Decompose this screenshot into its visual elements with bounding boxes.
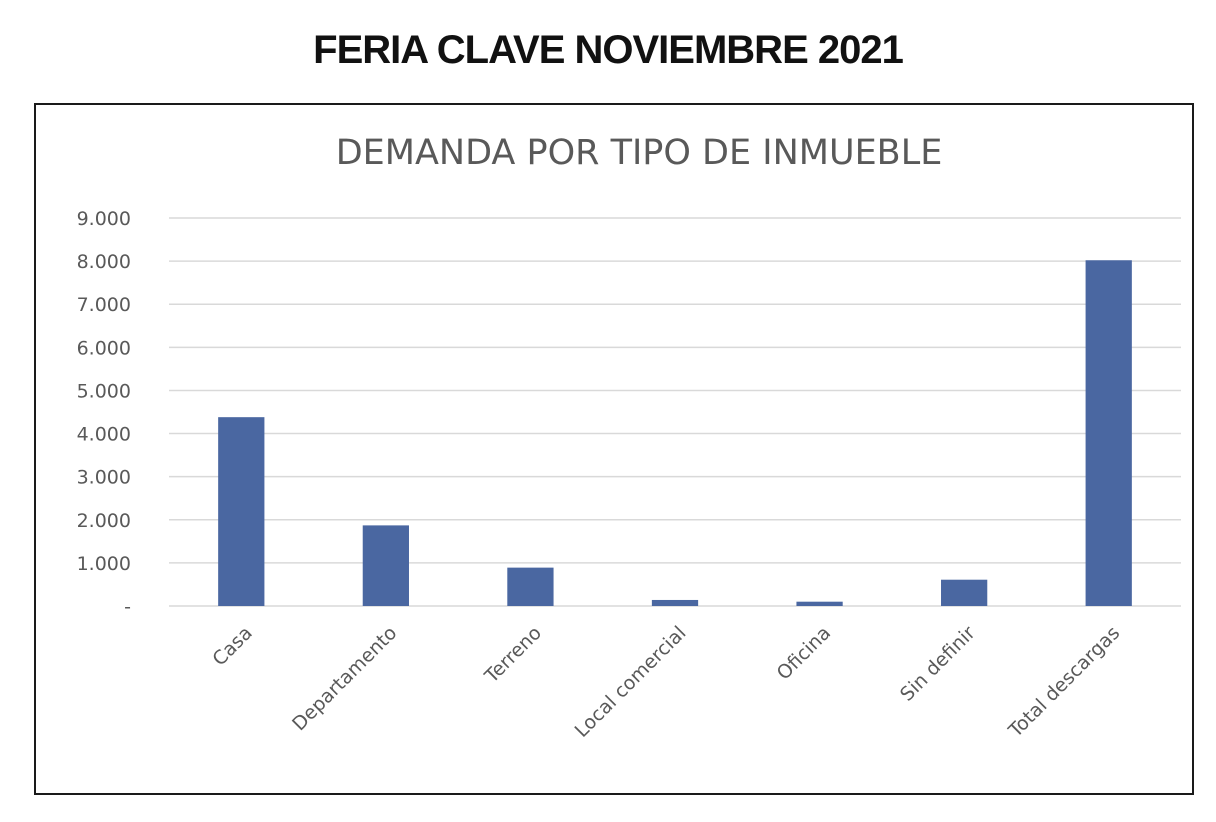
y-tick-label: 6.000 xyxy=(77,337,131,359)
x-tick-label: Terreno xyxy=(480,622,546,688)
y-tick-label: 9.000 xyxy=(77,208,131,230)
y-tick-label: 7.000 xyxy=(77,294,131,316)
bar-total-descargas xyxy=(1085,260,1132,606)
x-tick-label: Departamento xyxy=(288,622,401,735)
chart-frame: DEMANDA POR TIPO DE INMUEBLE - 1.000 2.000… xyxy=(34,103,1194,795)
bar-departamento xyxy=(362,525,409,606)
page-title: FERIA CLAVE NOVIEMBRE 2021 xyxy=(313,28,904,72)
y-axis-ticks: - 1.000 2.000 3.000 4.000 5.000 6.000 7.000 8.00… xyxy=(77,208,131,618)
x-tick-label: Local comercial xyxy=(571,622,691,742)
x-tick-label: Total descargas xyxy=(1004,622,1124,742)
y-tick-label: 8.000 xyxy=(77,251,131,273)
y-tick-label: 5.000 xyxy=(77,380,131,402)
x-tick-label: Oficina xyxy=(773,622,835,684)
bar-local-comercial xyxy=(651,599,699,606)
chart-title: DEMANDA POR TIPO DE INMUEBLE xyxy=(336,133,943,173)
y-tick-label: 2.000 xyxy=(77,510,131,532)
bar-terreno xyxy=(507,567,554,606)
y-tick-label: 4.000 xyxy=(77,424,131,446)
y-tick-label: - xyxy=(124,596,131,618)
bar-sin-definir xyxy=(941,579,988,606)
x-tick-label: Casa xyxy=(208,622,256,670)
y-tick-label: 1.000 xyxy=(77,553,131,575)
x-tick-label: Sin definir xyxy=(896,622,980,706)
bar-oficina xyxy=(796,601,843,606)
y-tick-label: 3.000 xyxy=(77,467,131,489)
x-axis-labels: Casa Departamento Terreno Local comercial Of… xyxy=(208,622,1124,742)
bars xyxy=(218,260,1132,606)
bar-casa xyxy=(218,417,265,606)
bar-chart: DEMANDA POR TIPO DE INMUEBLE - 1.000 2.000… xyxy=(77,133,1181,742)
gridlines xyxy=(169,217,1181,607)
